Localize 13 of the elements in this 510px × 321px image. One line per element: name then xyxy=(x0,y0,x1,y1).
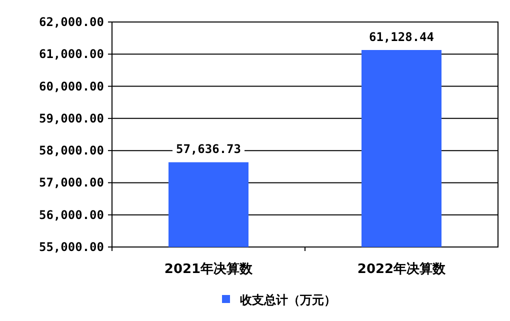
x-tick-label: 2022年决算数 xyxy=(357,261,447,277)
y-tick-label: 61,000.00 xyxy=(38,47,104,62)
y-tick-label: 62,000.00 xyxy=(38,15,104,29)
y-tick-label: 58,000.00 xyxy=(38,144,104,158)
data-label: 57,636.73 xyxy=(176,142,242,156)
y-tick-label: 55,000.00 xyxy=(38,240,104,254)
y-tick-label: 60,000.00 xyxy=(38,79,104,94)
legend-label: 收支总计（万元） xyxy=(240,293,336,307)
y-tick-label: 59,000.00 xyxy=(38,111,104,126)
data-label: 61,128.44 xyxy=(368,30,434,44)
y-tick-label: 56,000.00 xyxy=(38,208,104,222)
y-tick-label: 57,000.00 xyxy=(38,176,104,190)
x-tick-label: 2021年决算数 xyxy=(164,261,254,277)
